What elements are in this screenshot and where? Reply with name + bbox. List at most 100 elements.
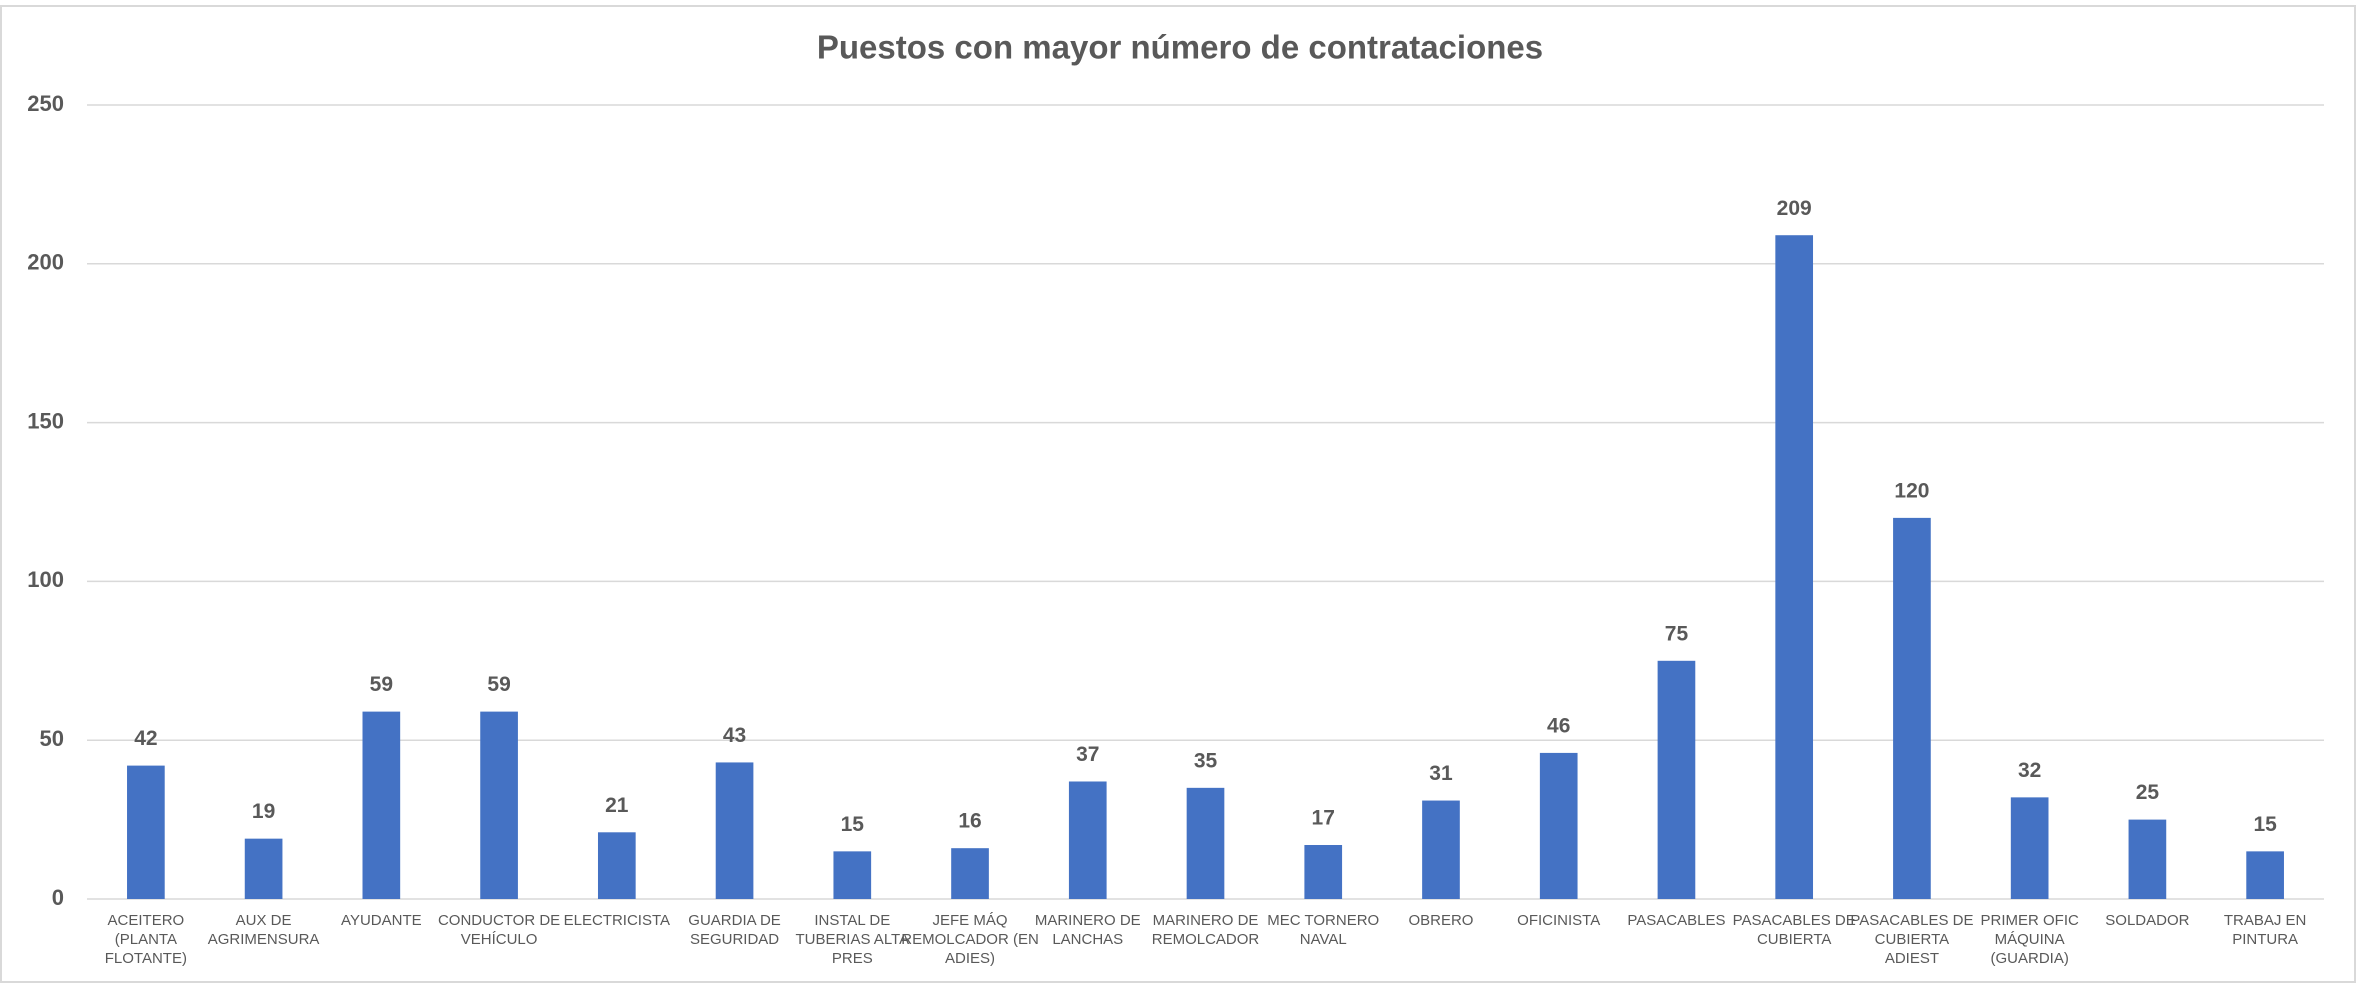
x-tick-label: INSTAL DE TUBERIAS ALTA PRES bbox=[795, 912, 909, 967]
bar bbox=[1539, 752, 1578, 899]
data-label: 25 bbox=[2136, 781, 2160, 804]
x-tick-line: REMOLCADOR bbox=[1152, 931, 1260, 948]
x-tick-line: TRABAJ EN bbox=[2224, 912, 2307, 929]
x-tick-line: PINTURA bbox=[2232, 931, 2298, 948]
x-tick-line: MARINERO DE bbox=[1035, 912, 1141, 929]
data-label: 17 bbox=[1312, 807, 1335, 830]
x-tick-line: (PLANTA bbox=[115, 931, 177, 948]
x-tick-label: AUX DE AGRIMENSURA bbox=[208, 912, 320, 948]
y-tick-label: 200 bbox=[27, 250, 64, 275]
bar bbox=[1068, 781, 1107, 899]
bar bbox=[1893, 517, 1931, 899]
bar bbox=[1657, 660, 1696, 899]
x-tick-label: OFICINISTA bbox=[1517, 912, 1600, 929]
bar bbox=[2246, 851, 2284, 899]
x-tick-line: GUARDIA DE bbox=[688, 912, 781, 929]
x-tick-line: PASACABLES bbox=[1627, 912, 1725, 929]
data-label: 75 bbox=[1665, 622, 1689, 645]
x-tick-label: GUARDIA DE SEGURIDAD bbox=[688, 912, 781, 948]
bar bbox=[1186, 787, 1225, 899]
x-tick-line: (GUARDIA) bbox=[1990, 950, 2068, 967]
data-label: 15 bbox=[841, 813, 865, 836]
data-label: 15 bbox=[2253, 813, 2277, 836]
x-tick-label: AYUDANTE bbox=[341, 912, 422, 929]
data-label: 46 bbox=[1547, 714, 1570, 737]
data-label: 21 bbox=[605, 794, 629, 817]
y-tick-label: 0 bbox=[52, 885, 64, 910]
x-tick-line: ACEITERO bbox=[108, 912, 185, 929]
x-tick-line: MÁQUINA bbox=[1995, 931, 2065, 948]
x-tick-line: ADIES) bbox=[945, 950, 995, 967]
bar bbox=[480, 711, 518, 899]
bar bbox=[715, 762, 754, 899]
x-tick-line: NAVAL bbox=[1300, 931, 1347, 948]
x-tick-label: OBRERO bbox=[1408, 912, 1473, 929]
x-tick-line: CONDUCTOR DE bbox=[438, 912, 560, 929]
bar bbox=[244, 838, 283, 899]
data-label: 120 bbox=[1894, 479, 1929, 502]
bar bbox=[1304, 845, 1343, 899]
x-tick-label: ELECTRICISTA bbox=[564, 912, 670, 929]
bar bbox=[951, 848, 989, 899]
x-tick-line: ELECTRICISTA bbox=[564, 912, 670, 929]
x-tick-line: ADIEST bbox=[1885, 950, 1939, 967]
x-tick-line: SOLDADOR bbox=[2105, 912, 2189, 929]
bar bbox=[833, 851, 872, 899]
data-label: 37 bbox=[1076, 743, 1099, 766]
x-tick-line: FLOTANTE) bbox=[105, 950, 187, 967]
x-tick-label: PASACABLES bbox=[1627, 912, 1725, 929]
x-tick-label: MEC TORNERO NAVAL bbox=[1267, 912, 1379, 948]
x-tick-line: LANCHAS bbox=[1052, 931, 1123, 948]
x-tick-line: AGRIMENSURA bbox=[208, 931, 320, 948]
data-label: 59 bbox=[487, 673, 510, 696]
bar bbox=[1422, 800, 1460, 899]
x-tick-line: OFICINISTA bbox=[1517, 912, 1600, 929]
x-tick-label: PRIMER OFIC MÁQUINA (GUARDIA) bbox=[1980, 912, 2079, 967]
y-tick-label: 50 bbox=[40, 726, 64, 751]
x-tick-line: MARINERO DE bbox=[1153, 912, 1259, 929]
bar bbox=[597, 832, 636, 899]
x-tick-line: PRES bbox=[832, 950, 873, 967]
y-tick-label: 150 bbox=[27, 408, 64, 433]
chart-border bbox=[0, 5, 2356, 983]
x-tick-line: VEHÍCULO bbox=[461, 931, 538, 948]
x-tick-label: ACEITERO (PLANTA FLOTANTE) bbox=[105, 912, 187, 967]
x-tick-line: CUBIERTA bbox=[1875, 931, 1949, 948]
x-tick-line: INSTAL DE bbox=[814, 912, 890, 929]
x-tick-line: JEFE MÁQ bbox=[933, 912, 1008, 929]
data-label: 31 bbox=[1429, 762, 1453, 785]
data-label: 209 bbox=[1777, 197, 1812, 220]
data-label: 59 bbox=[370, 673, 393, 696]
bar bbox=[127, 765, 165, 899]
y-tick-label: 250 bbox=[27, 91, 64, 116]
x-tick-label: JEFE MÁQ REMOLCADOR (EN ADIES) bbox=[901, 912, 1039, 967]
x-tick-line: REMOLCADOR (EN bbox=[901, 931, 1039, 948]
x-tick-line: TUBERIAS ALTA bbox=[795, 931, 909, 948]
x-tick-label: PASACABLES DE CUBIERTA bbox=[1733, 912, 1856, 948]
x-tick-line: AUX DE bbox=[236, 912, 292, 929]
x-tick-line: AYUDANTE bbox=[341, 912, 422, 929]
bar bbox=[2010, 797, 2049, 899]
x-tick-label: MARINERO DE REMOLCADOR bbox=[1152, 912, 1260, 948]
bar bbox=[2128, 819, 2167, 899]
chart-title: Puestos con mayor número de contratacion… bbox=[817, 29, 1543, 66]
x-tick-label: TRABAJ EN PINTURA bbox=[2224, 912, 2307, 948]
data-label: 42 bbox=[134, 727, 157, 750]
x-tick-line: PRIMER OFIC bbox=[1980, 912, 2079, 929]
data-label: 32 bbox=[2018, 759, 2041, 782]
x-tick-line: SEGURIDAD bbox=[690, 931, 779, 948]
x-tick-label: CONDUCTOR DE VEHÍCULO bbox=[438, 912, 560, 948]
x-tick-line: PASACABLES DE bbox=[1733, 912, 1856, 929]
x-tick-label: PASACABLES DE CUBIERTA ADIEST bbox=[1850, 912, 1973, 967]
bar bbox=[362, 711, 401, 899]
x-tick-line: PASACABLES DE bbox=[1850, 912, 1973, 929]
x-tick-line: MEC TORNERO bbox=[1267, 912, 1379, 929]
data-label: 43 bbox=[723, 724, 746, 747]
data-label: 19 bbox=[252, 800, 275, 823]
x-tick-label: MARINERO DE LANCHAS bbox=[1035, 912, 1141, 948]
data-label: 35 bbox=[1194, 749, 1218, 772]
data-label: 16 bbox=[958, 810, 981, 833]
x-tick-line: OBRERO bbox=[1408, 912, 1473, 929]
x-tick-line: CUBIERTA bbox=[1757, 931, 1831, 948]
